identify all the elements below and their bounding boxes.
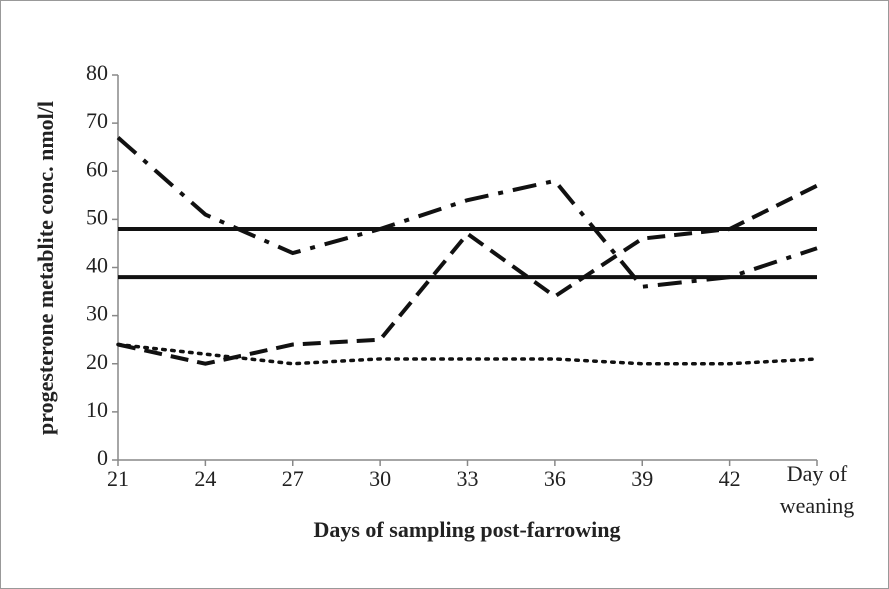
x-tick-label: 36 xyxy=(543,466,566,491)
series-line xyxy=(116,342,819,366)
x-tick-label: 24 xyxy=(194,466,217,491)
y-tick-label: 20 xyxy=(86,349,108,374)
y-tick-label: 70 xyxy=(86,108,108,133)
y-tick-label: 60 xyxy=(86,156,108,181)
x-tick-label: 30 xyxy=(369,466,392,491)
series-line xyxy=(116,136,818,289)
x-tick-label: Day of weaning xyxy=(779,461,855,518)
y-tick-label: 80 xyxy=(86,60,108,85)
y-tick-label: 30 xyxy=(86,301,108,326)
y-tick-label: 10 xyxy=(86,397,108,422)
y-tick-label: 40 xyxy=(86,253,108,278)
x-tick-label: 39 xyxy=(631,466,654,491)
x-tick-label: 21 xyxy=(107,466,129,491)
x-axis-title: Days of sampling post-farrowing xyxy=(313,517,620,542)
y-axis-title: progesterone metablite conc. nmol/l xyxy=(33,101,58,435)
x-tick-label: 33 xyxy=(456,466,479,491)
y-tick-label: 50 xyxy=(86,204,108,229)
series-line xyxy=(117,183,818,366)
x-tick-label: 42 xyxy=(718,466,741,491)
y-tick-label: 0 xyxy=(97,445,108,470)
x-tick-label: 27 xyxy=(281,466,304,491)
